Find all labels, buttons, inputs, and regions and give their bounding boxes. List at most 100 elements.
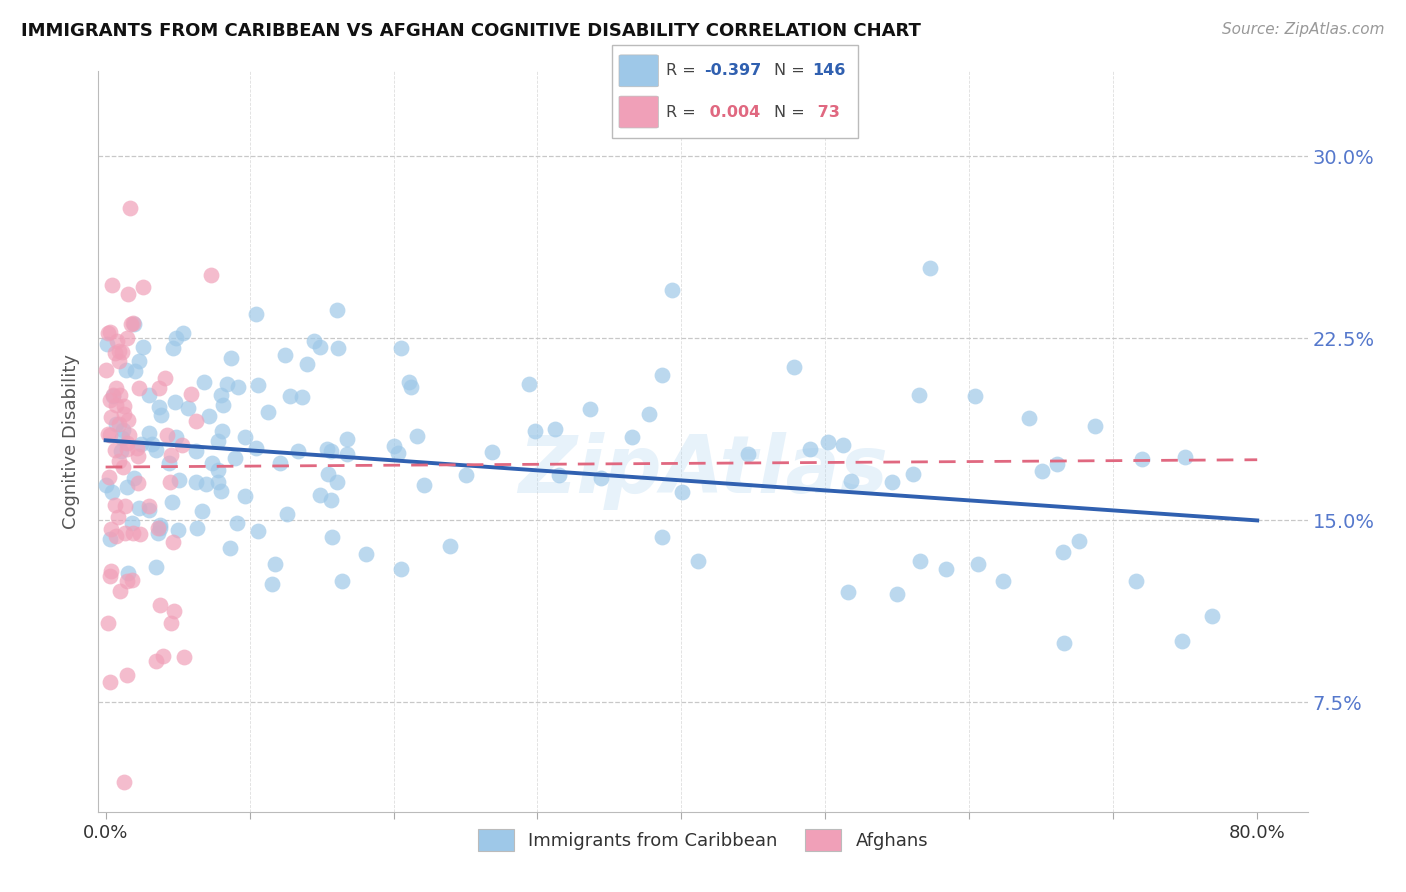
- Point: [104, 529, 127, 543]
- Text: N =: N =: [773, 104, 810, 120]
- Point: [98, 392, 121, 407]
- Point: [121, 516, 143, 531]
- Point: [481, 445, 503, 459]
- Point: [162, 342, 184, 356]
- Point: [104, 381, 127, 395]
- Point: [209, 484, 232, 499]
- Point: [336, 432, 359, 446]
- Point: [200, 268, 222, 283]
- Point: [114, 499, 136, 513]
- Point: [101, 277, 124, 292]
- Point: [112, 399, 135, 413]
- Point: [263, 557, 285, 571]
- Point: [278, 389, 301, 403]
- Point: [145, 442, 167, 457]
- Point: [108, 583, 131, 598]
- Point: [212, 399, 235, 413]
- Point: [98, 569, 121, 583]
- Point: [967, 557, 990, 571]
- Text: -0.397: -0.397: [704, 63, 761, 78]
- Point: [127, 449, 149, 463]
- FancyBboxPatch shape: [619, 96, 658, 128]
- Point: [162, 535, 184, 549]
- Point: [671, 485, 693, 500]
- Point: [382, 439, 405, 453]
- Point: [783, 360, 806, 375]
- Point: [128, 381, 150, 395]
- Point: [128, 353, 150, 368]
- Point: [406, 429, 429, 443]
- Point: [1018, 411, 1040, 425]
- Point: [661, 284, 683, 298]
- Point: [114, 363, 136, 377]
- Point: [107, 454, 129, 468]
- Point: [100, 409, 122, 424]
- Text: N =: N =: [773, 63, 810, 78]
- Point: [117, 668, 139, 682]
- Point: [544, 422, 567, 436]
- Point: [233, 489, 256, 503]
- Point: [172, 438, 194, 452]
- Text: ZipAtlas: ZipAtlas: [517, 432, 889, 510]
- Point: [108, 388, 131, 402]
- Point: [141, 436, 163, 450]
- Point: [114, 526, 136, 541]
- Point: [160, 616, 183, 631]
- Point: [165, 331, 187, 345]
- Point: [184, 443, 207, 458]
- Point: [330, 574, 353, 588]
- Point: [148, 521, 170, 535]
- Point: [145, 560, 167, 574]
- Point: [226, 516, 249, 530]
- Point: [117, 287, 139, 301]
- Point: [882, 475, 904, 489]
- Point: [120, 317, 142, 331]
- Point: [145, 654, 167, 668]
- Point: [886, 587, 908, 601]
- Point: [163, 604, 186, 618]
- Point: [837, 585, 859, 599]
- Point: [97, 326, 120, 340]
- Point: [256, 405, 278, 419]
- Point: [215, 376, 238, 391]
- Point: [156, 428, 179, 442]
- Point: [1130, 451, 1153, 466]
- Point: [519, 376, 541, 391]
- Point: [165, 394, 187, 409]
- Point: [207, 475, 229, 490]
- Point: [112, 423, 135, 437]
- Point: [245, 307, 267, 321]
- Text: 73: 73: [813, 104, 839, 120]
- Point: [152, 648, 174, 663]
- Point: [413, 477, 436, 491]
- Point: [398, 375, 420, 389]
- Point: [115, 480, 138, 494]
- Point: [149, 598, 172, 612]
- Point: [993, 574, 1015, 588]
- Point: [97, 427, 120, 442]
- Point: [269, 456, 291, 470]
- Point: [146, 526, 169, 541]
- Point: [1201, 608, 1223, 623]
- Point: [260, 577, 283, 591]
- Point: [160, 448, 183, 462]
- Point: [105, 398, 128, 412]
- Point: [246, 378, 269, 392]
- Point: [150, 408, 173, 422]
- Point: [918, 260, 941, 275]
- Point: [115, 331, 138, 345]
- Point: [96, 478, 118, 492]
- Point: [172, 326, 194, 340]
- Point: [103, 388, 125, 402]
- Point: [160, 495, 183, 509]
- Point: [245, 441, 267, 455]
- Point: [224, 450, 246, 465]
- Point: [387, 446, 409, 460]
- Point: [117, 566, 139, 580]
- Point: [207, 434, 229, 448]
- Point: [319, 443, 342, 458]
- Point: [115, 442, 138, 457]
- Point: [107, 510, 129, 524]
- Point: [105, 417, 128, 432]
- Point: [110, 444, 132, 458]
